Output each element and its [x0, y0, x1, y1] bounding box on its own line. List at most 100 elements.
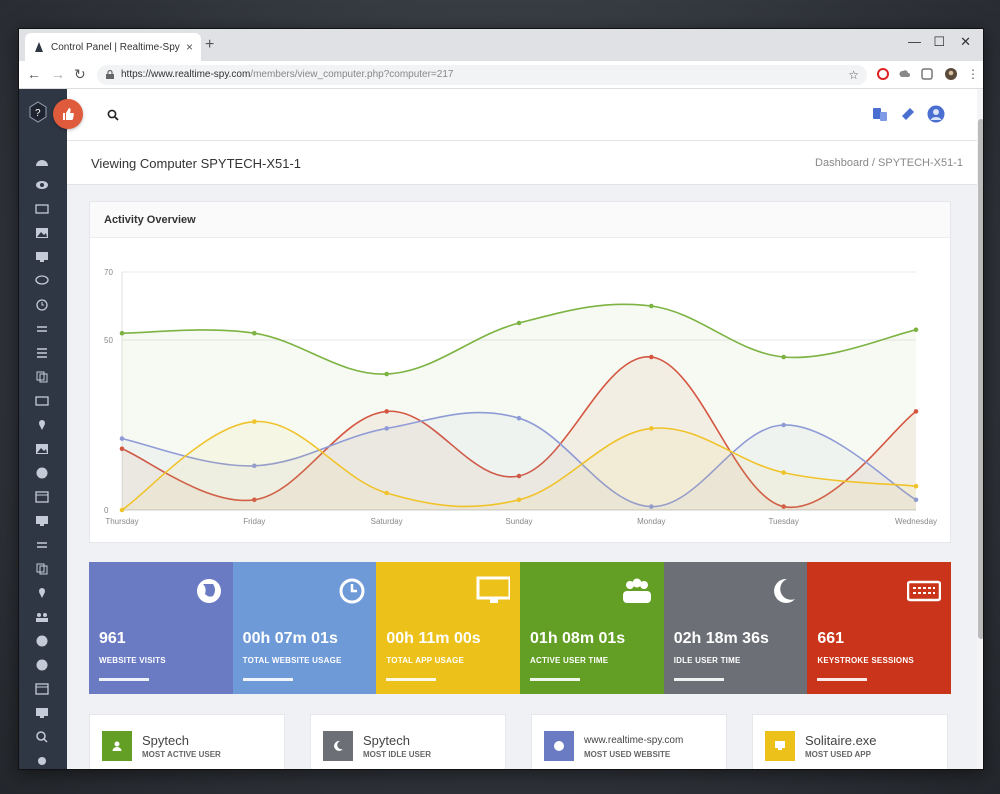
- data-point: [781, 354, 786, 360]
- copy-icon[interactable]: [35, 371, 49, 383]
- summary-name: www.realtime-spy.com: [584, 735, 684, 746]
- keyboard-icon: [907, 580, 942, 602]
- tile-label: IDLE USER TIME: [673, 656, 741, 665]
- map-pin-icon[interactable]: [35, 587, 49, 599]
- monitor-icon[interactable]: [35, 515, 49, 527]
- scrollbar[interactable]: [977, 89, 983, 769]
- url-field[interactable]: https://www.realtime-spy.com/members/vie…: [97, 65, 867, 85]
- page-title: Viewing Computer SPYTECH-X51-1: [91, 156, 302, 171]
- url-path: /members/view_computer.php?computer=217: [250, 69, 454, 80]
- tile-website-visits[interactable]: 961 WEBSITE VISITS: [89, 562, 233, 694]
- tile-total-app-usage[interactable]: 00h 11m 00s TOTAL APP USAGE: [376, 562, 521, 694]
- image-icon[interactable]: [35, 227, 49, 239]
- x-tick-label: Saturday: [371, 517, 403, 526]
- keyboard-icon[interactable]: [35, 395, 49, 407]
- globe-icon[interactable]: [35, 635, 49, 647]
- reload-icon[interactable]: ↻: [74, 66, 86, 82]
- summary-most-active-user[interactable]: Spytech MOST ACTIVE USER: [89, 714, 285, 769]
- tile-keystroke-sessions[interactable]: 661 KEYSTROKE SESSIONS: [807, 562, 952, 694]
- sidebar: ?: [19, 89, 67, 769]
- user-avatar-icon[interactable]: [927, 105, 945, 123]
- copy-icon[interactable]: [35, 563, 49, 575]
- close-tab-icon[interactable]: ×: [185, 40, 193, 54]
- summary-name: Spytech: [363, 733, 410, 748]
- minimize-icon[interactable]: —: [908, 34, 921, 49]
- forward-icon[interactable]: →: [51, 66, 65, 82]
- data-point: [252, 463, 257, 469]
- summary-most-idle-user[interactable]: Spytech MOST IDLE USER: [310, 714, 506, 769]
- devices-icon[interactable]: [871, 105, 889, 123]
- browser-window: Control Panel | Realtime-Spy × + — ☐ ✕ ←…: [18, 28, 984, 770]
- globe-icon[interactable]: [35, 659, 49, 671]
- tile-bar: [386, 678, 437, 681]
- table-icon[interactable]: [35, 491, 49, 503]
- bookmark-star-icon[interactable]: ☆: [848, 68, 859, 82]
- users-icon[interactable]: [35, 611, 49, 623]
- logo-icon: ?: [29, 101, 47, 123]
- monitor-icon[interactable]: [35, 251, 49, 263]
- tile-total-website-usage[interactable]: 00h 07m 01s TOTAL WEBSITE USAGE: [232, 562, 377, 694]
- menu-dots-icon[interactable]: ⋮: [967, 67, 979, 81]
- thumbs-up-icon: [63, 108, 74, 120]
- y-tick-label: 0: [104, 506, 109, 515]
- series-area: [122, 412, 916, 510]
- extension-icon[interactable]: [921, 68, 933, 80]
- list-icon[interactable]: [35, 347, 49, 359]
- profile-icon[interactable]: [945, 68, 957, 80]
- user-icon: [112, 741, 122, 751]
- tile-value: 661: [817, 630, 845, 647]
- clock-icon: [339, 578, 365, 604]
- tile-active-user-time[interactable]: 01h 08m 01s ACTIVE USER TIME: [520, 562, 664, 694]
- globe-icon: [554, 741, 564, 751]
- data-point: [913, 483, 919, 489]
- clock-icon[interactable]: [35, 299, 49, 311]
- map-pin-icon[interactable]: [35, 419, 49, 431]
- transfer-icon[interactable]: [35, 323, 49, 335]
- scrollbar-thumb[interactable]: [978, 119, 983, 639]
- tile-bar: [99, 678, 149, 681]
- data-point: [252, 419, 257, 424]
- more-icon[interactable]: [35, 755, 49, 767]
- breadcrumb[interactable]: Dashboard / SPYTECH-X51-1: [815, 157, 963, 169]
- summary-most-used-app[interactable]: Solitaire.exe MOST USED APP: [752, 714, 948, 769]
- summary-most-used-website[interactable]: www.realtime-spy.com MOST USED WEBSITE: [531, 714, 727, 769]
- moon-icon: [774, 578, 796, 603]
- back-icon[interactable]: ←: [27, 66, 41, 82]
- search-icon[interactable]: [35, 731, 49, 743]
- tickets-icon[interactable]: [899, 105, 917, 123]
- tile-value: 00h 07m 01s: [242, 630, 338, 647]
- data-point: [913, 409, 919, 414]
- close-window-icon[interactable]: ✕: [960, 34, 971, 49]
- tile-bar: [242, 678, 293, 681]
- search-icon[interactable]: [107, 109, 119, 121]
- eye-icon[interactable]: [35, 179, 49, 191]
- series-area: [122, 421, 916, 510]
- globe-icon[interactable]: [35, 467, 49, 479]
- keyboard-icon[interactable]: [35, 203, 49, 215]
- opera-extension-icon[interactable]: [877, 68, 889, 80]
- new-tab-icon[interactable]: +: [205, 36, 215, 53]
- dashboard-icon[interactable]: [35, 155, 49, 167]
- thumbs-up-button[interactable]: [53, 99, 83, 129]
- x-tick-label: Tuesday: [768, 517, 798, 526]
- summary-icon-box: [544, 731, 574, 761]
- chat-icon[interactable]: [35, 275, 49, 287]
- url-host: https://www.realtime-spy.com: [121, 69, 251, 80]
- tile-value: 01h 08m 01s: [530, 630, 626, 647]
- main-content: Viewing Computer SPYTECH-X51-1 Dashboard…: [67, 89, 983, 769]
- series-area: [122, 356, 916, 510]
- cloud-extension-icon[interactable]: [899, 68, 911, 80]
- image-icon[interactable]: [35, 443, 49, 455]
- transfer-icon[interactable]: [35, 539, 49, 551]
- table-icon[interactable]: [35, 683, 49, 695]
- monitor-icon[interactable]: [35, 707, 49, 719]
- monitor-icon: [775, 741, 785, 750]
- data-point: [649, 303, 654, 309]
- data-point: [384, 426, 389, 431]
- tile-idle-user-time[interactable]: 02h 18m 36s IDLE USER TIME: [663, 562, 808, 694]
- maximize-icon[interactable]: ☐: [933, 34, 945, 49]
- tile-label: TOTAL WEBSITE USAGE: [242, 656, 342, 665]
- browser-tab[interactable]: Control Panel | Realtime-Spy ×: [25, 33, 201, 61]
- address-bar: ← → ↻ https://www.realtime-spy.com/membe…: [19, 61, 983, 89]
- x-tick-label: Thursday: [105, 517, 138, 526]
